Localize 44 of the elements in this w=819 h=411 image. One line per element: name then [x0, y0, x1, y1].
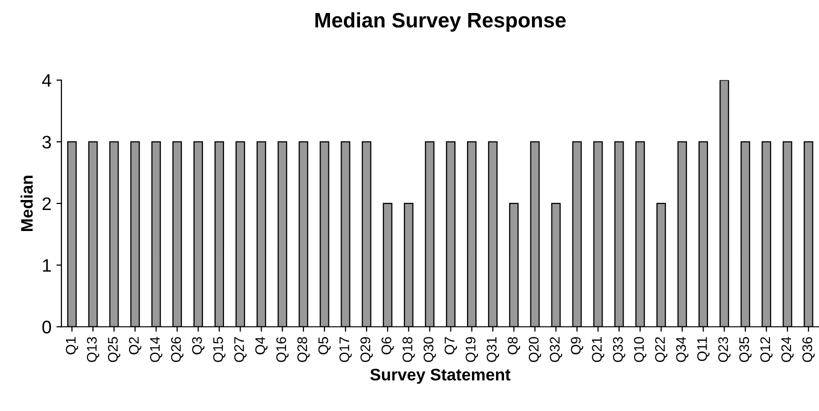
x-tick-label: Q11: [697, 337, 710, 362]
y-tick-label: 2: [42, 197, 51, 210]
x-tick-label: Q4: [255, 336, 268, 354]
x-tick-label: Q33: [612, 337, 626, 362]
x-tick-label: Q34: [676, 336, 688, 362]
x-tick-label: Q25: [108, 337, 120, 362]
x-tick-label: Q31: [486, 337, 500, 362]
x-tick-label: Q6: [381, 337, 394, 354]
x-tick-label: Q5: [318, 337, 331, 354]
x-tick-label: Q32: [550, 337, 562, 362]
y-tick-label: 3: [42, 136, 51, 149]
x-tick-label: Q21: [592, 337, 604, 362]
x-tick-label: Q15: [213, 337, 226, 362]
x-tick-label: Q36: [802, 337, 815, 362]
x-tick-label: Q17: [339, 337, 352, 362]
x-tick-label: Q30: [424, 337, 436, 362]
x-tick-label: Q8: [508, 337, 520, 354]
chart-title: Median Survey Response: [315, 12, 566, 32]
y-tick-label: 1: [43, 259, 51, 272]
x-tick-label: Q20: [528, 337, 542, 362]
x-tick-label: Q7: [444, 337, 457, 354]
x-tick-label: Q10: [634, 337, 646, 362]
x-tick-label: Q9: [570, 337, 584, 354]
x-tick-label: Q12: [760, 337, 773, 362]
y-axis-title: Median: [20, 176, 33, 232]
x-tick-label: Q28: [297, 337, 310, 362]
x-tick-label: Q26: [171, 337, 184, 362]
x-tick-label: Q2: [128, 337, 142, 354]
x-tick-label: Q13: [86, 337, 100, 362]
x-tick-label: Q27: [234, 337, 247, 362]
x-tick-label: Q29: [360, 337, 373, 362]
x-tick-label: Q1: [66, 337, 78, 354]
y-tick-label: 4: [42, 74, 52, 87]
x-axis-title: Survey Statement: [370, 368, 510, 384]
x-tick-label: Q14: [150, 336, 162, 362]
x-tick-label: Q35: [739, 337, 752, 362]
x-tick-label: Q18: [402, 337, 415, 362]
x-tick-label: Q24: [781, 336, 794, 362]
x-tick-label: Q19: [466, 337, 478, 362]
y-tick-label: 0: [42, 320, 51, 334]
x-tick-label: Q16: [276, 337, 289, 362]
x-tick-label: Q23: [718, 337, 731, 362]
x-tick-label: Q22: [655, 337, 668, 362]
x-tick-label: Q3: [192, 337, 204, 354]
